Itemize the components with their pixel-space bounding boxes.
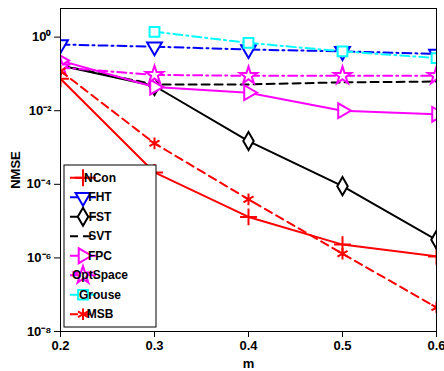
svg-text:MSB: MSB	[87, 307, 114, 321]
svg-text:SVT: SVT	[88, 229, 112, 243]
svg-text:10⁰: 10⁰	[32, 29, 51, 44]
svg-text:10⁻⁸: 10⁻⁸	[27, 324, 52, 339]
svg-text:0.3: 0.3	[145, 338, 163, 353]
svg-text:0.2: 0.2	[51, 338, 69, 353]
svg-text:10⁻⁶: 10⁻⁶	[27, 250, 51, 265]
svg-text:OptSpace: OptSpace	[72, 268, 128, 282]
svg-text:10⁻⁴: 10⁻⁴	[27, 176, 52, 191]
svg-text:0.6: 0.6	[427, 338, 444, 353]
svg-text:m: m	[243, 356, 255, 371]
svg-text:FST: FST	[89, 210, 112, 224]
svg-text:FPC: FPC	[88, 249, 112, 263]
svg-text:NCon: NCon	[84, 171, 116, 185]
svg-text:0.5: 0.5	[333, 338, 351, 353]
svg-text:NMSE: NMSE	[8, 151, 23, 189]
svg-text:Grouse: Grouse	[79, 288, 121, 302]
svg-text:FHT: FHT	[88, 190, 112, 204]
svg-text:10⁻²: 10⁻²	[29, 103, 52, 118]
svg-text:0.4: 0.4	[239, 338, 258, 353]
